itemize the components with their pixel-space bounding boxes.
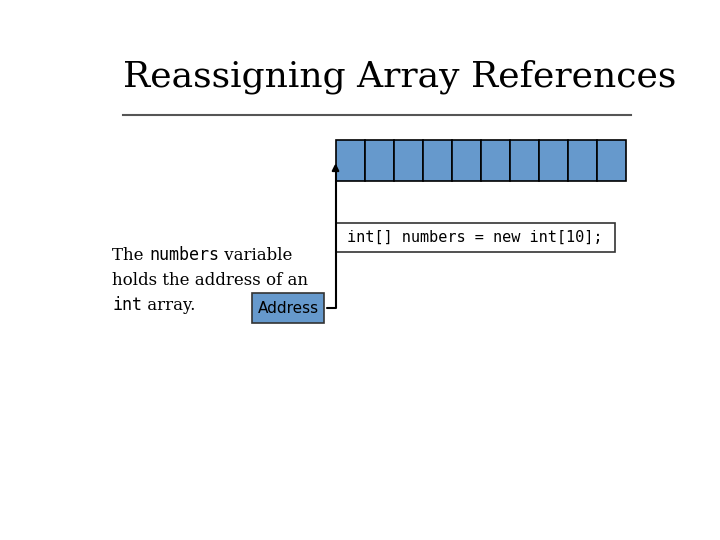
Text: array.: array. [143, 298, 196, 314]
Text: variable: variable [219, 247, 292, 265]
Text: holds the address of an: holds the address of an [112, 272, 308, 289]
Bar [539, 140, 567, 181]
Bar [394, 140, 423, 181]
Bar [567, 140, 597, 181]
Bar [252, 294, 324, 322]
Bar [481, 140, 510, 181]
Text: Reassigning Array References: Reassigning Array References [124, 59, 677, 94]
Text: numbers: numbers [149, 246, 219, 265]
Bar [336, 223, 615, 252]
Bar [451, 140, 481, 181]
Text: The: The [112, 247, 149, 265]
Text: int[] numbers = new int[10];: int[] numbers = new int[10]; [347, 230, 603, 245]
Bar [423, 140, 451, 181]
Text: Address: Address [258, 301, 319, 315]
Bar [364, 140, 394, 181]
Text: int: int [112, 296, 143, 314]
Bar [510, 140, 539, 181]
Bar [597, 140, 626, 181]
Bar [336, 140, 364, 181]
